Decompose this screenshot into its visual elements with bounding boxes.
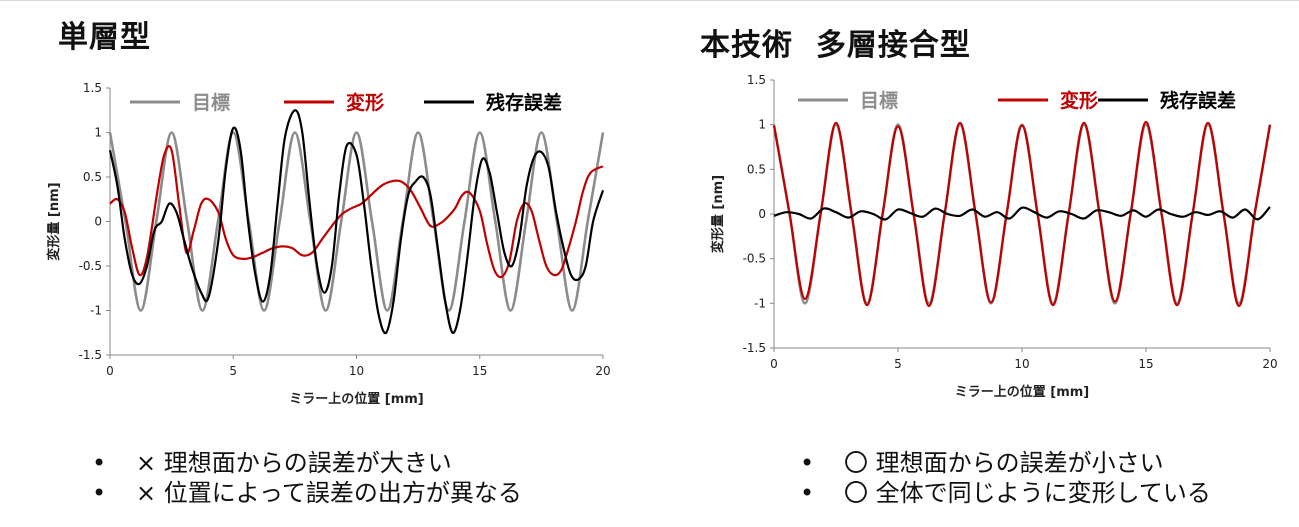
y-tick-label: -1.5 — [79, 348, 102, 362]
legend-label: 目標 — [192, 91, 230, 114]
note-item: × 位置によって誤差の出方が異なる — [92, 478, 522, 508]
x-tick-label: 5 — [894, 357, 902, 371]
top-border — [0, 0, 1299, 1]
y-tick-label: 1 — [94, 126, 102, 140]
y-tick-label: -1.5 — [743, 341, 766, 355]
x-tick-label: 10 — [1014, 357, 1029, 371]
note-item: 〇 理想面からの誤差が小さい — [800, 448, 1211, 478]
y-tick-label: -0.5 — [79, 259, 102, 273]
y-tick-label: 1 — [758, 118, 766, 132]
residual-series-line — [108, 109, 605, 335]
y-tick-label: 0.5 — [747, 162, 766, 176]
y-axis-label: 変形量 [nm] — [710, 175, 726, 253]
y-tick-label: -0.5 — [743, 252, 766, 266]
residual-series-line — [773, 206, 1271, 221]
chart-multilayer: 1.5 1 0.5 0 -0.5 -1 -1.5 0 5 10 15 20 ミラー上の位置 [mm] 変形… — [710, 73, 1278, 400]
x-tick-label: 10 — [349, 364, 364, 378]
x-axis-label: ミラー上の位置 [mm] — [289, 391, 424, 407]
panel-title-multilayer: 本技術 多層接合型 — [700, 28, 971, 63]
x-tick-label: 15 — [472, 364, 487, 378]
x-tick-label: 0 — [106, 364, 114, 378]
x-tick-label: 0 — [770, 357, 778, 371]
y-axis-label: 変形量 [nm] — [46, 182, 62, 260]
y-tick-label: -1 — [754, 296, 766, 310]
deformation-series-line — [109, 145, 604, 279]
target-series-line — [108, 131, 605, 312]
x-tick-label: 5 — [229, 364, 237, 378]
note-item: × 理想面からの誤差が大きい — [92, 448, 522, 478]
x-tick-label: 20 — [595, 364, 610, 378]
note-item: 〇 全体で同じように変形している — [800, 478, 1211, 508]
x-tick-label: 15 — [1138, 357, 1153, 371]
x-tick-label: 20 — [1262, 357, 1277, 371]
notes-multilayer: 〇 理想面からの誤差が小さい 〇 全体で同じように変形している — [800, 448, 1211, 508]
y-tick-label: 1.5 — [83, 81, 102, 95]
target-series-line — [772, 123, 1272, 305]
legend-label: 変形 — [1060, 89, 1098, 112]
y-tick-label: 0 — [94, 215, 102, 229]
y-tick-label: -1 — [90, 304, 102, 318]
legend-label: 変形 — [346, 91, 384, 114]
deformation-series-line — [772, 120, 1272, 308]
y-tick-label: 1.5 — [747, 73, 766, 87]
y-tick-label: 0 — [758, 207, 766, 221]
legend-label: 残存誤差 — [1160, 89, 1236, 112]
legend-label: 目標 — [860, 89, 898, 112]
y-tick-label: 0.5 — [83, 170, 102, 184]
chart-single-layer: 1.5 1 0.5 0 -0.5 -1 -1.5 0 5 10 15 20 ミラー上の位置 [mm] 変形… — [46, 81, 611, 407]
panel-title-single-layer: 単層型 — [58, 20, 151, 55]
notes-single-layer: × 理想面からの誤差が大きい × 位置によって誤差の出方が異なる — [92, 448, 522, 508]
legend-label: 残存誤差 — [486, 91, 562, 114]
x-axis-label: ミラー上の位置 [mm] — [955, 384, 1090, 400]
